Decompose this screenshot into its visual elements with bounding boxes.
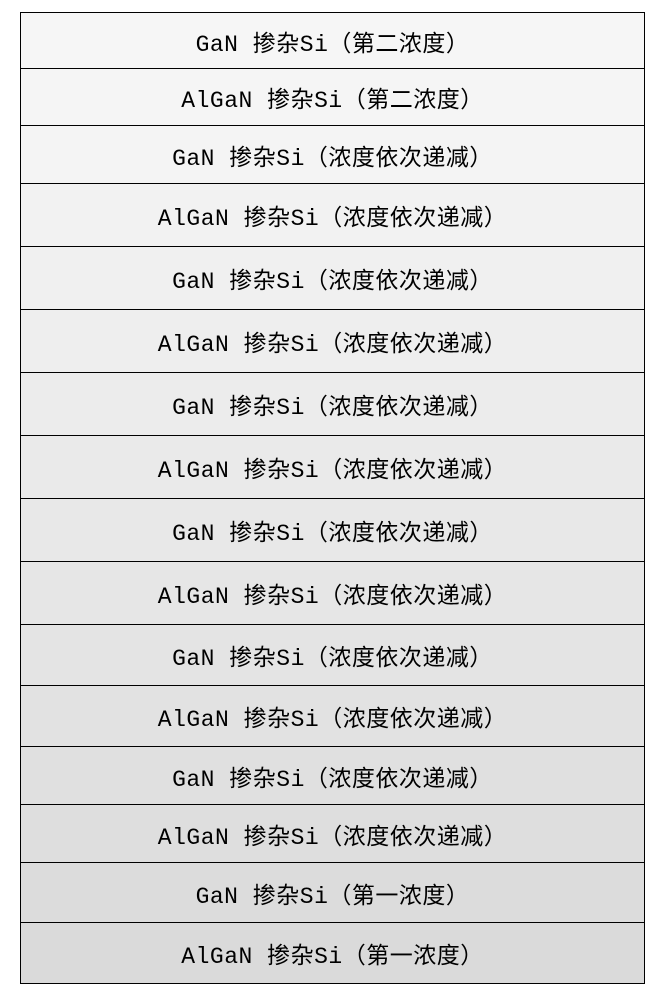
layer-label: AlGaN 掺杂Si（浓度依次递减） — [158, 198, 507, 232]
layer-label: GaN 掺杂Si（第二浓度） — [196, 24, 470, 58]
layer-row: GaN 掺杂Si（第一浓度） — [21, 863, 644, 923]
layer-label: AlGaN 掺杂Si（第二浓度） — [181, 80, 483, 114]
layer-label: GaN 掺杂Si（浓度依次递减） — [172, 638, 493, 672]
layer-row: GaN 掺杂Si（浓度依次递减） — [21, 747, 644, 805]
layer-row: GaN 掺杂Si（浓度依次递减） — [21, 126, 644, 184]
layer-label: AlGaN 掺杂Si（浓度依次递减） — [158, 576, 507, 610]
layer-label: GaN 掺杂Si（浓度依次递减） — [172, 261, 493, 295]
layer-row: GaN 掺杂Si（第二浓度） — [21, 13, 644, 69]
layer-row: GaN 掺杂Si（浓度依次递减） — [21, 373, 644, 436]
layer-row: GaN 掺杂Si（浓度依次递减） — [21, 625, 644, 686]
layer-row: AlGaN 掺杂Si（第二浓度） — [21, 69, 644, 126]
layer-label: AlGaN 掺杂Si（浓度依次递减） — [158, 450, 507, 484]
layer-label: AlGaN 掺杂Si（浓度依次递减） — [158, 324, 507, 358]
layer-row: GaN 掺杂Si（浓度依次递减） — [21, 247, 644, 310]
layer-row: AlGaN 掺杂Si（第一浓度） — [21, 923, 644, 983]
layer-row: GaN 掺杂Si（浓度依次递减） — [21, 499, 644, 562]
layer-label: GaN 掺杂Si（第一浓度） — [196, 876, 470, 910]
layer-label: AlGaN 掺杂Si（浓度依次递减） — [158, 817, 507, 851]
layer-label: GaN 掺杂Si（浓度依次递减） — [172, 759, 493, 793]
layer-row: AlGaN 掺杂Si（浓度依次递减） — [21, 562, 644, 625]
layer-label: GaN 掺杂Si（浓度依次递减） — [172, 138, 493, 172]
layer-row: AlGaN 掺杂Si（浓度依次递减） — [21, 686, 644, 747]
layer-label: AlGaN 掺杂Si（第一浓度） — [181, 936, 483, 970]
layer-row: AlGaN 掺杂Si（浓度依次递减） — [21, 184, 644, 247]
layer-row: AlGaN 掺杂Si（浓度依次递减） — [21, 310, 644, 373]
layer-label: AlGaN 掺杂Si（浓度依次递减） — [158, 699, 507, 733]
layer-stack: GaN 掺杂Si（第二浓度） AlGaN 掺杂Si（第二浓度） GaN 掺杂Si… — [20, 12, 645, 984]
layer-label: GaN 掺杂Si（浓度依次递减） — [172, 387, 493, 421]
layer-row: AlGaN 掺杂Si（浓度依次递减） — [21, 805, 644, 863]
layer-row: AlGaN 掺杂Si（浓度依次递减） — [21, 436, 644, 499]
layer-label: GaN 掺杂Si（浓度依次递减） — [172, 513, 493, 547]
